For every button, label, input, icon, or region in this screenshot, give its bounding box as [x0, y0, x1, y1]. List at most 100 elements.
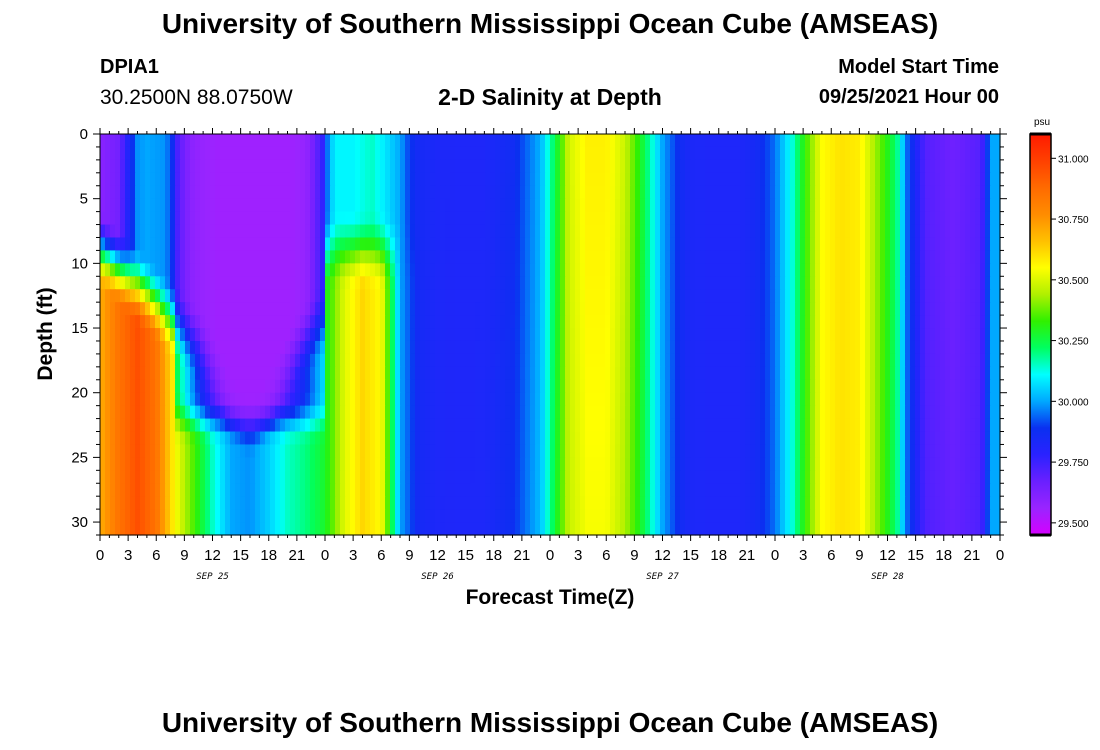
heatmap-cell	[345, 276, 351, 290]
heatmap-cell	[820, 457, 826, 471]
heatmap-cell	[250, 483, 256, 497]
heatmap-cell	[810, 146, 816, 161]
heatmap-cell	[550, 483, 556, 497]
heatmap-cell	[935, 457, 941, 471]
heatmap-cell	[590, 483, 596, 497]
heatmap-cell	[875, 470, 881, 484]
heatmap-cell	[270, 172, 276, 187]
heatmap-cell	[675, 146, 681, 161]
heatmap-cell	[195, 172, 201, 187]
heatmap-cell	[340, 185, 346, 200]
heatmap-cell	[740, 146, 746, 161]
heatmap-cell	[335, 134, 341, 148]
heatmap-cell	[390, 444, 396, 458]
heatmap-cell	[155, 470, 161, 484]
heatmap-cell	[605, 431, 611, 446]
heatmap-cell	[215, 444, 221, 458]
heatmap-cell	[135, 366, 141, 381]
heatmap-cell	[500, 198, 506, 213]
heatmap-cell	[510, 146, 516, 161]
heatmap-cell	[400, 366, 406, 381]
heatmap-cell	[175, 198, 181, 213]
heatmap-cell	[730, 418, 736, 433]
heatmap-cell	[240, 237, 246, 252]
heatmap-cell	[940, 315, 946, 329]
heatmap-cell	[715, 237, 721, 252]
heatmap-cell	[190, 353, 196, 368]
heatmap-cell	[490, 444, 496, 458]
heatmap-cell	[710, 289, 716, 303]
heatmap-cell	[375, 237, 381, 252]
heatmap-cell	[265, 211, 271, 226]
heatmap-cell	[345, 328, 351, 342]
heatmap-cell	[550, 159, 556, 174]
heatmap-cell	[635, 289, 641, 303]
heatmap-cell	[740, 302, 746, 316]
heatmap-cell	[550, 340, 556, 355]
heatmap-cell	[910, 431, 916, 446]
heatmap-cell	[670, 353, 676, 368]
heatmap-cell	[165, 185, 171, 200]
heatmap-cell	[220, 353, 226, 368]
heatmap-cell	[475, 418, 481, 433]
heatmap-cell	[280, 263, 286, 277]
heatmap-cell	[365, 444, 371, 458]
heatmap-cell	[405, 366, 411, 381]
heatmap-cell	[350, 353, 356, 368]
heatmap-cell	[555, 379, 561, 394]
heatmap-cell	[465, 366, 471, 381]
heatmap-cell	[220, 263, 226, 277]
heatmap-cell	[340, 315, 346, 329]
heatmap-cell	[270, 211, 276, 226]
heatmap-cell	[725, 289, 731, 303]
heatmap-cell	[860, 457, 866, 471]
heatmap-cell	[450, 457, 456, 471]
heatmap-cell	[645, 237, 651, 252]
heatmap-cell	[705, 159, 711, 174]
heatmap-cell	[310, 134, 316, 148]
heatmap-cell	[345, 211, 351, 226]
heatmap-cell	[175, 340, 181, 355]
heatmap-cell	[475, 315, 481, 329]
heatmap-cell	[575, 483, 581, 497]
heatmap-cell	[815, 405, 821, 420]
heatmap-cell	[915, 276, 921, 290]
heatmap-cell	[235, 315, 241, 329]
heatmap-cell	[385, 431, 391, 446]
heatmap-cell	[965, 172, 971, 187]
heatmap-cell	[625, 405, 631, 420]
heatmap-cell	[780, 172, 786, 187]
heatmap-cell	[225, 289, 231, 303]
heatmap-cell	[440, 328, 446, 342]
heatmap-cell	[195, 211, 201, 226]
heatmap-cell	[900, 470, 906, 484]
heatmap-cell	[255, 224, 261, 239]
heatmap-cell	[780, 237, 786, 252]
heatmap-cell	[280, 250, 286, 264]
heatmap-cell	[905, 379, 911, 394]
heatmap-cell	[420, 146, 426, 161]
heatmap-cell	[590, 250, 596, 264]
heatmap-cell	[560, 302, 566, 316]
heatmap-cell	[695, 146, 701, 161]
heatmap-cell	[405, 185, 411, 200]
heatmap-cell	[355, 379, 361, 394]
heatmap-cell	[495, 340, 501, 355]
heatmap-cell	[185, 457, 191, 471]
heatmap-cell	[870, 134, 876, 148]
heatmap-cell	[195, 366, 201, 381]
heatmap-cell	[460, 250, 466, 264]
heatmap-cell	[105, 328, 111, 342]
heatmap-cell	[930, 146, 936, 161]
heatmap-cell	[915, 134, 921, 148]
heatmap-cell	[290, 483, 296, 497]
heatmap-cell	[370, 353, 376, 368]
heatmap-cell	[670, 392, 676, 407]
heatmap-cell	[820, 263, 826, 277]
heatmap-cell	[260, 134, 266, 148]
heatmap-cell	[910, 379, 916, 394]
heatmap-cell	[600, 302, 606, 316]
heatmap-cell	[935, 172, 941, 187]
heatmap-cell	[925, 328, 931, 342]
heatmap-cell	[455, 353, 461, 368]
